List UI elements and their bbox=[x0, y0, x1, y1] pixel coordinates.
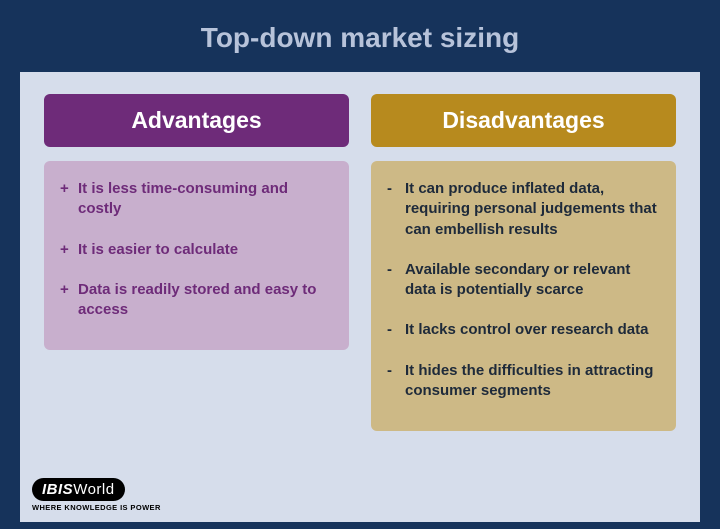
ibisworld-logo: IBISWorld WHERE KNOWLEDGE IS POWER bbox=[32, 478, 161, 512]
logo-pill: IBISWorld bbox=[32, 478, 125, 501]
item-text: Available secondary or relevant data is … bbox=[405, 260, 660, 301]
advantages-column: Advantages + It is less time-consuming a… bbox=[44, 94, 349, 522]
item-text: It is less time-consuming and costly bbox=[78, 179, 333, 220]
item-text: It hides the difficulties in attracting … bbox=[405, 361, 660, 402]
plus-icon: + bbox=[60, 179, 78, 199]
minus-icon: - bbox=[387, 320, 405, 340]
minus-icon: - bbox=[387, 179, 405, 199]
list-item: - It lacks control over research data bbox=[387, 320, 660, 340]
logo-tagline: WHERE KNOWLEDGE IS POWER bbox=[32, 503, 161, 512]
disadvantages-column: Disadvantages - It can produce inflated … bbox=[371, 94, 676, 522]
logo-brand-bold: IBIS bbox=[42, 481, 73, 498]
minus-icon: - bbox=[387, 260, 405, 280]
list-item: + It is easier to calculate bbox=[60, 240, 333, 260]
plus-icon: + bbox=[60, 280, 78, 300]
page-title: Top-down market sizing bbox=[0, 0, 720, 72]
item-text: It can produce inflated data, requiring … bbox=[405, 179, 660, 240]
logo-brand-light: World bbox=[73, 481, 114, 498]
advantages-header: Advantages bbox=[44, 94, 349, 147]
content-panel: Advantages + It is less time-consuming a… bbox=[20, 72, 700, 522]
list-item: - It hides the difficulties in attractin… bbox=[387, 361, 660, 402]
plus-icon: + bbox=[60, 240, 78, 260]
list-item: - It can produce inflated data, requirin… bbox=[387, 179, 660, 240]
item-text: It lacks control over research data bbox=[405, 320, 660, 340]
item-text: It is easier to calculate bbox=[78, 240, 333, 260]
disadvantages-header: Disadvantages bbox=[371, 94, 676, 147]
list-item: + Data is readily stored and easy to acc… bbox=[60, 280, 333, 321]
advantages-body: + It is less time-consuming and costly +… bbox=[44, 161, 349, 350]
minus-icon: - bbox=[387, 361, 405, 381]
disadvantages-body: - It can produce inflated data, requirin… bbox=[371, 161, 676, 431]
list-item: + It is less time-consuming and costly bbox=[60, 179, 333, 220]
list-item: - Available secondary or relevant data i… bbox=[387, 260, 660, 301]
item-text: Data is readily stored and easy to acces… bbox=[78, 280, 333, 321]
